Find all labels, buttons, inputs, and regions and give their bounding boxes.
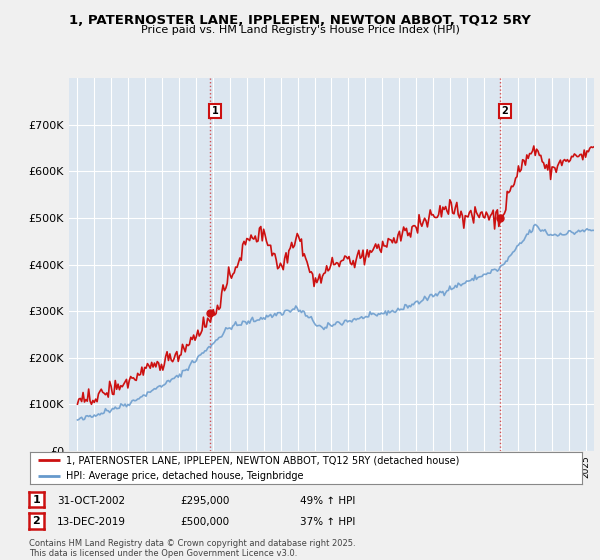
Text: 2: 2 — [32, 516, 40, 526]
Text: 1, PATERNOSTER LANE, IPPLEPEN, NEWTON ABBOT, TQ12 5RY (detached house): 1, PATERNOSTER LANE, IPPLEPEN, NEWTON AB… — [66, 455, 459, 465]
Text: 2: 2 — [502, 106, 508, 116]
Text: HPI: Average price, detached house, Teignbridge: HPI: Average price, detached house, Teig… — [66, 472, 304, 481]
Text: 1: 1 — [32, 494, 40, 505]
Text: 1: 1 — [212, 106, 218, 116]
Text: £295,000: £295,000 — [180, 496, 229, 506]
Text: 31-OCT-2002: 31-OCT-2002 — [57, 496, 125, 506]
Text: 37% ↑ HPI: 37% ↑ HPI — [300, 517, 355, 528]
Text: 13-DEC-2019: 13-DEC-2019 — [57, 517, 126, 528]
Text: Contains HM Land Registry data © Crown copyright and database right 2025.
This d: Contains HM Land Registry data © Crown c… — [29, 539, 355, 558]
Text: £500,000: £500,000 — [180, 517, 229, 528]
Text: 1, PATERNOSTER LANE, IPPLEPEN, NEWTON ABBOT, TQ12 5RY: 1, PATERNOSTER LANE, IPPLEPEN, NEWTON AB… — [69, 14, 531, 27]
Text: Price paid vs. HM Land Registry's House Price Index (HPI): Price paid vs. HM Land Registry's House … — [140, 25, 460, 35]
Text: 49% ↑ HPI: 49% ↑ HPI — [300, 496, 355, 506]
